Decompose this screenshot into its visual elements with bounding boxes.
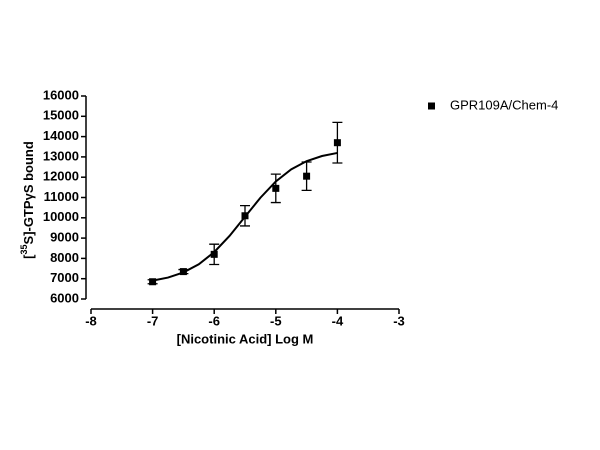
y-label-superscript: 35 (19, 244, 29, 254)
y-axis-label: [35S]-GTPγS bound (19, 141, 36, 259)
y-tick-label: 16000 (43, 87, 79, 102)
y-tick-label: 13000 (43, 148, 79, 163)
data-point (303, 172, 311, 180)
y-tick-label: 10000 (43, 209, 79, 224)
x-tick-label: -3 (393, 313, 405, 328)
data-point (179, 268, 187, 276)
y-tick-label: 11000 (44, 189, 79, 204)
y-tick-label: 14000 (43, 128, 79, 143)
y-label-prefix: [ (21, 254, 36, 259)
y-tick-label: 8000 (50, 250, 79, 265)
data-point (333, 139, 341, 147)
x-axis-label: [Nicotinic Acid] Log M (177, 331, 314, 346)
x-tick-label: -7 (147, 313, 159, 328)
data-point (149, 278, 157, 286)
x-tick-label: -5 (270, 313, 282, 328)
y-label-suffix: S]-GTPγS bound (21, 141, 36, 244)
y-tick-label: 9000 (50, 230, 79, 245)
data-point (210, 250, 218, 258)
data-point (272, 184, 280, 192)
x-tick-label: -6 (208, 313, 220, 328)
x-tick-label: -4 (332, 313, 344, 328)
y-tick-label: 7000 (50, 270, 79, 285)
legend-marker (428, 102, 435, 110)
y-tick-label: 12000 (43, 169, 79, 184)
y-tick-label: 6000 (50, 290, 79, 305)
y-tick-label: 15000 (43, 108, 79, 123)
x-tick-label: -8 (85, 313, 97, 328)
data-point (241, 212, 249, 220)
legend-label: GPR109A/Chem-4 (450, 97, 558, 112)
